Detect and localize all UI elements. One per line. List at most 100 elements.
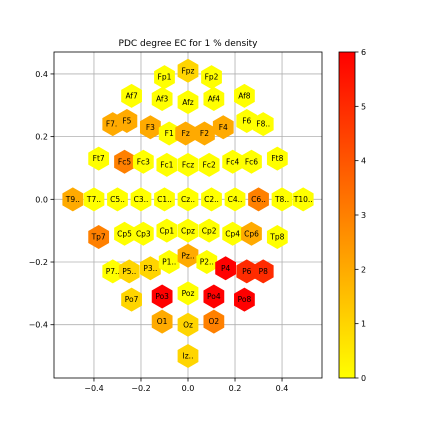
electrode-hexagon bbox=[201, 65, 222, 90]
electrode-hexagon bbox=[203, 284, 225, 309]
chart-title: PDC degree EC for 1 % density bbox=[119, 39, 259, 49]
electrode-label: Fc1 bbox=[160, 160, 173, 169]
colorbar-tick-label: 5 bbox=[361, 102, 366, 111]
electrode-label: C3.. bbox=[134, 195, 149, 204]
electrode-hexagon bbox=[62, 187, 84, 212]
electrode-hexagon bbox=[177, 281, 199, 306]
colorbar bbox=[338, 51, 356, 379]
electrode-hexagon bbox=[107, 187, 128, 212]
electrode-hexagon bbox=[177, 243, 199, 268]
y-tick-label: 0.0 bbox=[35, 195, 48, 204]
electrode-hexagon bbox=[215, 256, 237, 281]
electrode-hexagon bbox=[114, 221, 135, 246]
x-tick-label: −0.2 bbox=[131, 384, 150, 393]
electrode-hexagon bbox=[198, 218, 220, 243]
y-tick-label: −0.4 bbox=[29, 321, 48, 330]
electrode-hexagon bbox=[241, 149, 262, 174]
electrode-label: Po4 bbox=[207, 292, 221, 301]
electrode-label: Cpz bbox=[181, 226, 195, 235]
electrode-hexagon bbox=[252, 259, 274, 284]
x-tick-label: 0.0 bbox=[182, 384, 195, 393]
electrode-label: Fcz bbox=[182, 160, 194, 169]
electrode-hexagon bbox=[88, 146, 110, 171]
electrode-hexagon bbox=[236, 259, 258, 284]
colorbar-tick-label: 3 bbox=[361, 211, 366, 220]
y-tick-label: −0.2 bbox=[29, 258, 48, 267]
electrode-hexagon bbox=[177, 187, 199, 212]
electrode-hexagon bbox=[114, 149, 135, 174]
electrode-hexagon bbox=[196, 250, 218, 275]
electrode-label: Fc5 bbox=[118, 157, 131, 166]
electrode-label: P5.. bbox=[122, 267, 136, 276]
electrode-hexagon bbox=[139, 256, 161, 281]
electrode-label: Fz bbox=[182, 129, 190, 138]
electrode-label: Tp7 bbox=[91, 233, 106, 242]
electrode-hexagon bbox=[139, 115, 161, 140]
electrode-hexagon bbox=[177, 152, 199, 177]
electrode-hexagon bbox=[201, 187, 222, 212]
electrode-label: Cp6 bbox=[244, 229, 259, 238]
electrode-hexagon bbox=[177, 90, 199, 115]
electrode-label: Fc4 bbox=[226, 157, 239, 166]
electrode-label: F8.. bbox=[256, 120, 270, 129]
electrode-hexagon bbox=[177, 344, 199, 369]
electrode-label: F6 bbox=[242, 117, 251, 126]
electrode-label: Cz.. bbox=[181, 195, 195, 204]
electrode-hexagon bbox=[151, 87, 173, 112]
electrode-label: Cp1 bbox=[159, 226, 174, 235]
electrode-label: Af3 bbox=[156, 95, 169, 104]
electrode-label: Tp8 bbox=[269, 233, 284, 242]
electrode-hexagon bbox=[132, 221, 154, 246]
x-tick-label: −0.4 bbox=[84, 384, 103, 393]
electrode-hexagon bbox=[194, 121, 215, 146]
electrode-hexagon bbox=[132, 149, 154, 174]
electrode-hexagon bbox=[292, 187, 314, 212]
electrode-label: Af7 bbox=[125, 91, 138, 100]
electrode-hexagon bbox=[151, 284, 173, 309]
electrode-label: F4 bbox=[219, 123, 228, 132]
electrode-label: Afz bbox=[182, 98, 194, 107]
colorbar-tick-label: 1 bbox=[361, 320, 366, 329]
electrode-nodes: Fpz Fp1 Fp2 Af7 Af3 Afz Af4 Af8 F7.. F5 F3 F1 Fz F2 F4… bbox=[62, 58, 314, 369]
electrode-hexagon bbox=[130, 187, 152, 212]
electrode-label: Ft8 bbox=[271, 154, 283, 163]
electrode-hexagon bbox=[234, 287, 255, 312]
electrode-label: T7.. bbox=[86, 195, 101, 204]
electrode-label: Af8 bbox=[238, 91, 251, 100]
electrode-label: Fp2 bbox=[205, 73, 219, 82]
electrode-label: Pz.. bbox=[181, 251, 194, 260]
electrode-hexagon bbox=[158, 250, 180, 275]
electrode-label: Poz bbox=[182, 289, 195, 298]
electrode-hexagon bbox=[177, 218, 199, 243]
electrode-label: T9.. bbox=[65, 195, 80, 204]
electrode-label: Fc6 bbox=[245, 157, 258, 166]
y-tick-label: 0.2 bbox=[35, 133, 48, 142]
electrode-hexagon bbox=[212, 115, 234, 140]
electrode-hexagon bbox=[198, 152, 220, 177]
electrode-hexagon bbox=[177, 312, 199, 337]
electrode-label: P4 bbox=[221, 264, 231, 273]
electrode-hexagon bbox=[121, 83, 142, 108]
electrode-label: Po3 bbox=[155, 292, 169, 301]
colorbar-tick-label: 2 bbox=[361, 265, 366, 274]
electrode-hexagon bbox=[121, 287, 142, 312]
electrode-label: O2 bbox=[209, 317, 220, 326]
electrode-hexagon bbox=[88, 224, 110, 249]
electrode-label: Cp3 bbox=[136, 229, 151, 238]
x-tick-label: 0.4 bbox=[276, 384, 289, 393]
electrode-hexagon bbox=[175, 121, 197, 146]
electrode-hexagon bbox=[116, 108, 138, 133]
x-tick-label: 0.2 bbox=[229, 384, 242, 393]
electrode-hexagon bbox=[118, 259, 140, 284]
electrode-label: Fpz bbox=[181, 66, 194, 75]
axis-ticks: −0.4 −0.2 0.0 0.2 0.4 0.4 0.2 0.0 −0.2 −0.4 bbox=[29, 70, 289, 393]
electrode-label: P7.. bbox=[106, 267, 120, 276]
electrode-hexagon bbox=[222, 221, 244, 246]
electrode-label: Po8 bbox=[238, 295, 252, 304]
electrode-label: Fp1 bbox=[158, 73, 172, 82]
electrode-hexagon bbox=[156, 152, 178, 177]
electrode-label: Cp2 bbox=[202, 226, 217, 235]
electrode-label: Cp4 bbox=[225, 229, 240, 238]
electrode-label: Iz.. bbox=[183, 352, 194, 361]
